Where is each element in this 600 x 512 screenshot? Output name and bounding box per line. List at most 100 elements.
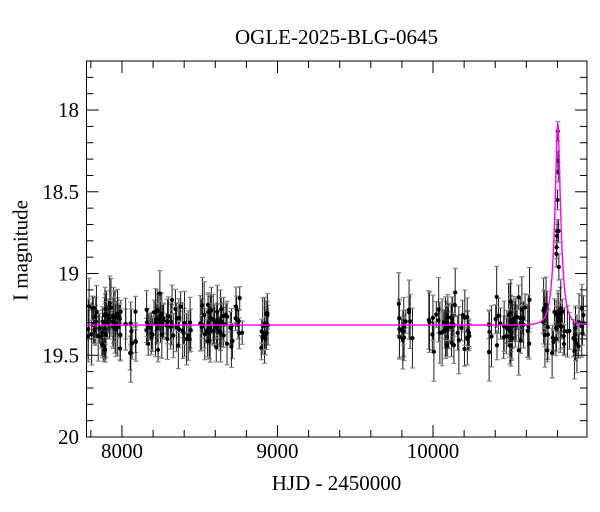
data-point <box>527 341 532 346</box>
data-point <box>551 339 556 345</box>
data-point <box>90 306 95 311</box>
data-point <box>108 305 114 310</box>
data-point <box>186 333 191 338</box>
data-point <box>230 338 235 344</box>
data-point <box>209 308 214 313</box>
axis-ticks <box>86 60 587 438</box>
data-point <box>171 333 176 338</box>
data-point <box>206 320 211 326</box>
data-point <box>129 341 135 346</box>
data-point <box>216 321 221 326</box>
data-point <box>184 337 189 342</box>
model-curve <box>86 122 587 326</box>
data-point <box>157 291 162 296</box>
data-point <box>554 251 559 257</box>
data-point <box>168 319 173 324</box>
data-point <box>174 325 179 330</box>
error-bars <box>86 120 587 383</box>
data-point <box>466 333 471 338</box>
chart-title: OGLE-2025-BLG-0645 <box>235 25 438 49</box>
data-point <box>518 338 523 343</box>
data-point <box>554 233 560 239</box>
data-point <box>396 301 401 306</box>
data-point <box>100 319 105 324</box>
data-point <box>516 348 521 353</box>
x-tick-labels: 8000 9000 10000 <box>101 439 459 463</box>
data-point <box>573 332 578 337</box>
x-axis-label: HJD - 2450000 <box>271 471 402 495</box>
data-point <box>403 319 408 324</box>
data-point <box>513 314 518 320</box>
data-point <box>173 306 178 312</box>
data-point <box>93 319 98 324</box>
data-point <box>507 343 512 348</box>
data-point <box>215 309 220 314</box>
data-point <box>144 307 149 312</box>
data-point <box>522 305 528 310</box>
y-tick-label: 20 <box>58 425 79 449</box>
data-point <box>113 327 118 332</box>
data-point <box>496 313 501 318</box>
data-point <box>129 329 134 334</box>
data-point <box>181 330 186 336</box>
data-point <box>561 334 566 339</box>
data-point <box>118 309 123 314</box>
data-point <box>133 339 139 345</box>
data-point <box>397 327 402 332</box>
data-point <box>149 331 154 336</box>
data-point <box>128 350 133 355</box>
data-point <box>188 328 193 333</box>
data-point <box>166 314 171 319</box>
paczynski-model-line <box>86 122 587 326</box>
data-point <box>260 335 265 340</box>
data-point <box>221 333 226 338</box>
data-point <box>169 297 175 303</box>
data-point <box>436 318 441 323</box>
data-point <box>400 337 405 342</box>
data-point <box>408 319 413 324</box>
data-point <box>545 348 550 353</box>
data-point <box>553 336 558 341</box>
data-point <box>459 325 464 330</box>
data-point <box>206 309 211 315</box>
data-point <box>572 348 577 354</box>
data-point <box>550 351 555 356</box>
data-point <box>556 228 561 234</box>
data-point <box>445 343 450 348</box>
data-point <box>574 341 580 346</box>
data-point <box>397 334 402 340</box>
y-tick-labels: 18 18.5 19 19.5 20 <box>42 98 79 449</box>
data-point <box>103 332 109 337</box>
data-point <box>401 329 406 334</box>
data-point <box>219 307 224 312</box>
data-point <box>542 332 547 338</box>
data-point <box>153 320 158 325</box>
data-point <box>445 315 450 320</box>
data-point <box>103 306 108 312</box>
data-point <box>580 331 585 336</box>
data-point <box>199 324 204 330</box>
data-point <box>462 346 467 352</box>
data-point <box>573 325 578 330</box>
data-point <box>89 331 94 337</box>
data-point <box>237 331 242 336</box>
data-point <box>102 326 107 331</box>
data-point <box>165 336 170 341</box>
data-point <box>449 320 454 325</box>
data-point <box>234 307 239 312</box>
data-point <box>98 334 103 339</box>
data-point <box>509 335 515 341</box>
data-point <box>146 341 151 346</box>
data-point <box>224 341 230 346</box>
x-tick-label: 10000 <box>407 439 460 463</box>
data-point <box>176 343 181 348</box>
data-point <box>102 313 108 318</box>
data-point <box>94 309 99 315</box>
data-point <box>525 328 530 333</box>
data-point <box>556 319 561 324</box>
data-point <box>558 323 563 329</box>
data-point <box>97 326 102 331</box>
data-point <box>427 320 432 325</box>
data-point <box>504 326 510 331</box>
data-point <box>397 316 402 321</box>
